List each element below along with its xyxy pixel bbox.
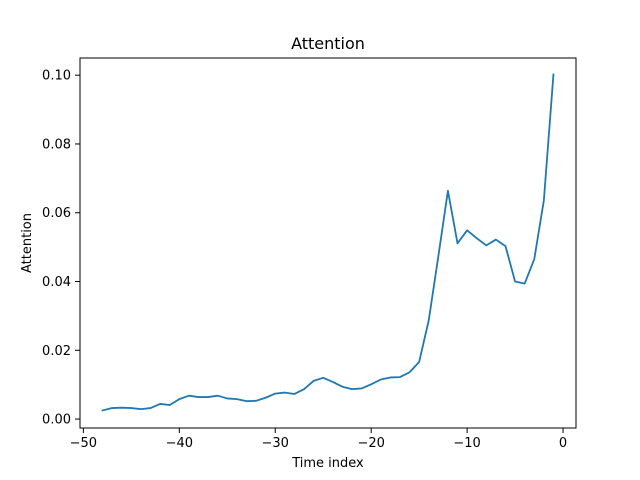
x-tick-label: −30: [262, 436, 289, 451]
x-axis: −50 −40 −30 −20 −10 0: [70, 428, 567, 451]
chart-title: Attention: [291, 34, 365, 53]
y-tick-label: 0.08: [42, 137, 71, 152]
x-tick-label: −50: [70, 436, 97, 451]
y-tick-label: 0.02: [42, 344, 71, 359]
x-tick-label: 0: [559, 436, 567, 451]
x-tick-label: −40: [166, 436, 193, 451]
y-axis-label: Attention: [20, 213, 35, 273]
y-tick-label: 0.10: [42, 69, 71, 84]
y-axis: 0.00 0.02 0.04 0.06 0.08 0.10: [42, 69, 80, 428]
x-tick-label: −20: [357, 436, 384, 451]
x-tick-label: −10: [453, 436, 480, 451]
plot-frame: [79, 57, 577, 429]
y-tick-label: 0.00: [42, 413, 71, 428]
y-tick-label: 0.06: [42, 206, 71, 221]
plot-area: [101, 73, 555, 412]
y-tick-label: 0.04: [42, 275, 71, 290]
series-line: [101, 73, 555, 412]
x-axis-label: Time index: [291, 456, 364, 471]
